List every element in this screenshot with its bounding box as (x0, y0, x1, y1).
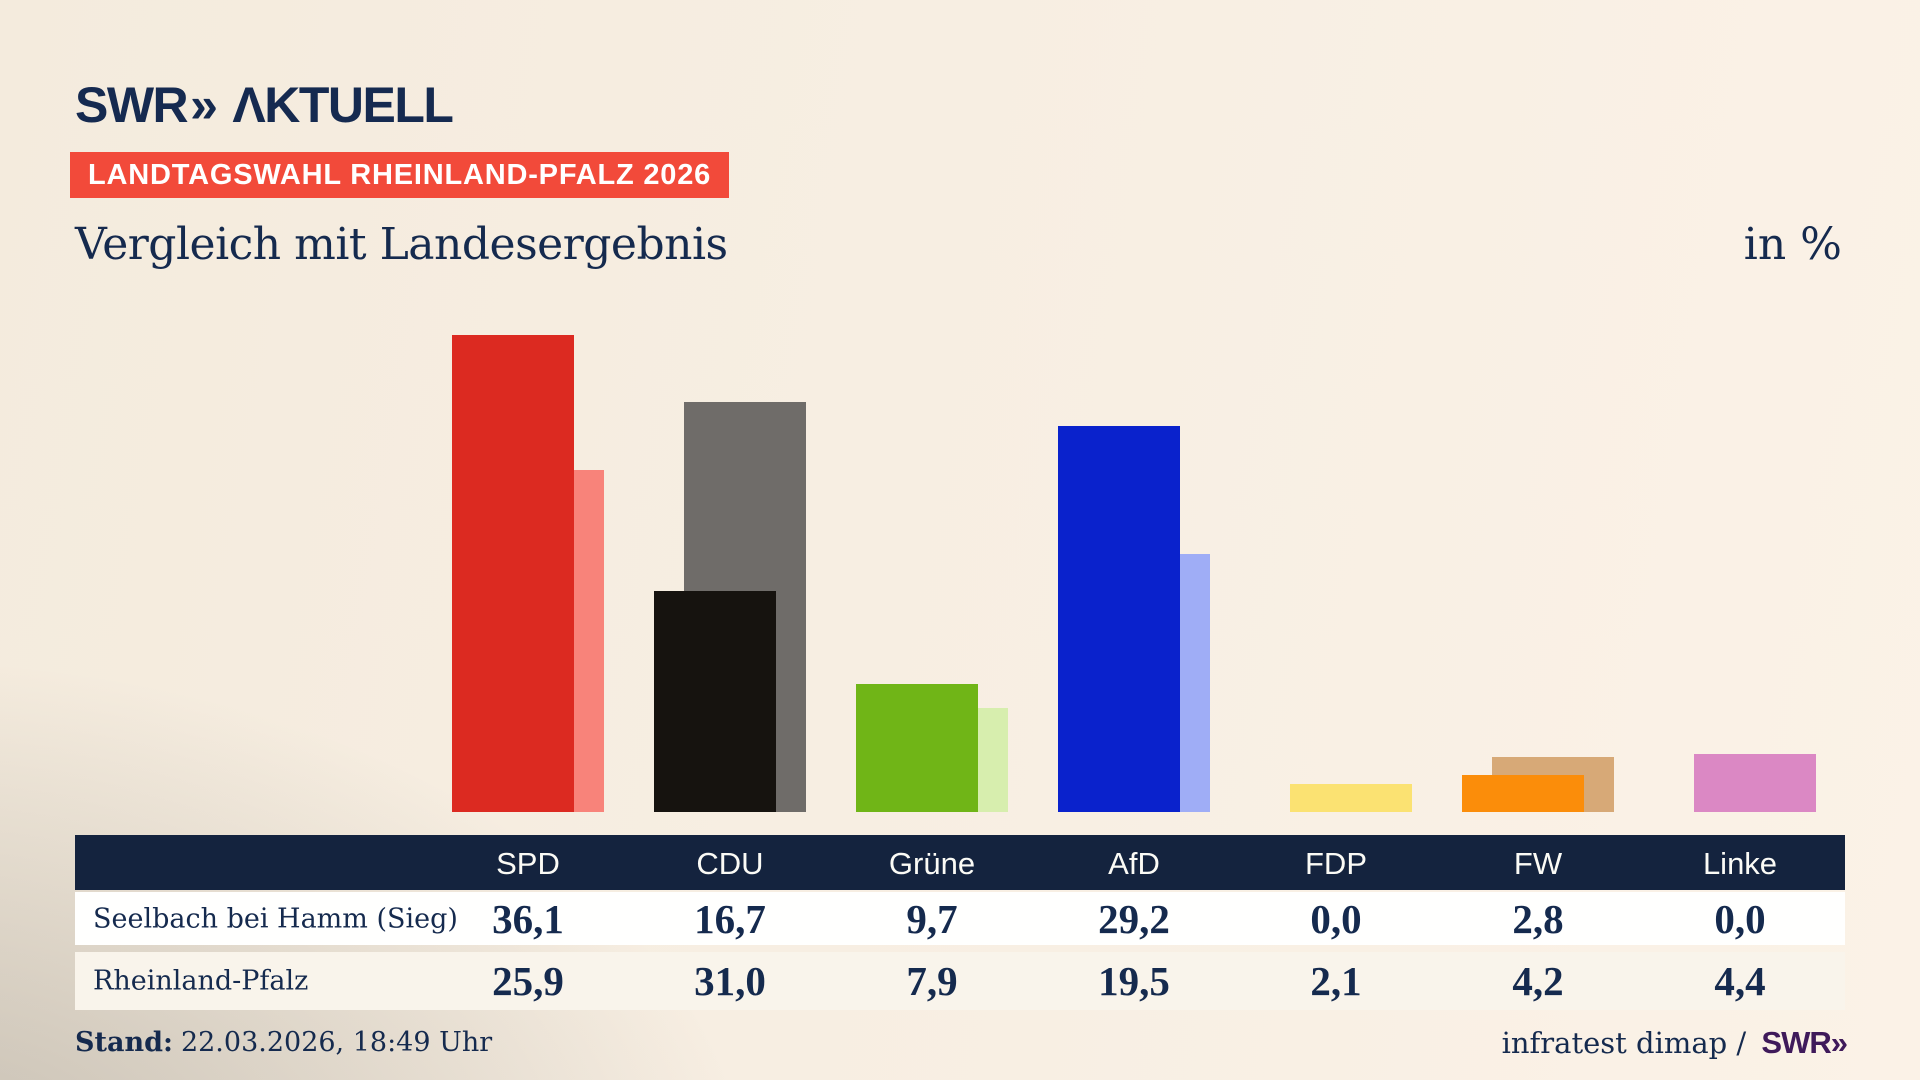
swr-footer-logo: SWR» (1761, 1025, 1848, 1060)
cell-rheinland-pfalz-fw: 4,2 (1512, 958, 1564, 1004)
election-banner: LANDTAGSWAHL RHEINLAND-PFALZ 2026 (70, 152, 730, 198)
cell-seelbach-bei-hamm-sieg-spd: 36,1 (492, 895, 564, 942)
row-label-seelbach-bei-hamm-sieg: Seelbach bei Hamm (Sieg) (93, 903, 458, 934)
row-label-rheinland-pfalz: Rheinland-Pfalz (93, 965, 309, 997)
table-row-rheinland-pfalz: Rheinland-Pfalz 25,9 31,0 7,9 19,5 2,1 4,2 4,4 (75, 952, 1845, 1010)
cell-rheinland-pfalz-spd: 25,9 (492, 958, 564, 1004)
cell-seelbach-bei-hamm-sieg-afd: 29,2 (1098, 895, 1170, 942)
table-row-seelbach: Seelbach bei Hamm (Sieg) 36,1 16,7 9,7 29,2 0… (75, 892, 1845, 945)
table-header: SPD CDU Grüne AfD FDP FW Linke (75, 835, 1845, 890)
aktuell-logo-text: ΛKTUELL (232, 77, 454, 133)
cell-rheinland-pfalz-cdu: 31,0 (694, 958, 766, 1004)
timestamp-label: Stand: (75, 1027, 173, 1058)
unit-label: in % (1743, 219, 1842, 270)
swr-footer-chevrons-icon: » (1830, 1025, 1848, 1060)
cell-seelbach-bei-hamm-sieg-gruene: 9,7 (906, 895, 958, 942)
party-header-fw: FW (1513, 846, 1563, 881)
cell-seelbach-bei-hamm-sieg-linke: 0,0 (1714, 895, 1766, 942)
source-attribution: infratest dimap / SWR» (1501, 1025, 1848, 1061)
cell-rheinland-pfalz-gruene: 7,9 (906, 958, 958, 1004)
bar-local-afd (1058, 426, 1180, 812)
source-text: infratest dimap / (1501, 1026, 1747, 1060)
party-header-cdu: CDU (696, 846, 764, 881)
bar-state-linke (1694, 754, 1816, 812)
page-title: Vergleich mit Landesergebnis (75, 219, 728, 270)
party-header-gruene: Grüne (888, 846, 976, 881)
cell-rheinland-pfalz-afd: 19,5 (1098, 958, 1170, 1004)
swr-aktuell-logo: SWR» ΛKTUELL (75, 76, 454, 134)
timestamp-value: 22.03.2026, 18:49 Uhr (180, 1027, 493, 1058)
bar-local-spd (452, 335, 574, 812)
cell-seelbach-bei-hamm-sieg-fw: 2,8 (1512, 895, 1564, 942)
swr-logo-text: SWR (75, 77, 189, 133)
party-header-linke: Linke (1702, 846, 1778, 881)
timestamp: Stand: 22.03.2026, 18:49 Uhr (75, 1027, 492, 1058)
cell-rheinland-pfalz-linke: 4,4 (1714, 958, 1766, 1004)
results-table: SPD CDU Grüne AfD FDP FW Linke Seelbach bei Ha… (75, 835, 1845, 1010)
cell-rheinland-pfalz-fdp: 2,1 (1310, 958, 1362, 1004)
bar-state-fdp (1290, 784, 1412, 812)
party-header-fdp: FDP (1305, 846, 1367, 881)
bar-chart (0, 335, 1920, 812)
swr-chevrons-icon: » (190, 77, 218, 133)
bar-local-cdu (654, 591, 776, 812)
party-header-spd: SPD (496, 846, 560, 881)
party-header-afd: AfD (1108, 846, 1160, 881)
swr-footer-logo-text: SWR (1761, 1025, 1831, 1060)
bar-local-gruene (856, 684, 978, 812)
cell-seelbach-bei-hamm-sieg-cdu: 16,7 (694, 895, 766, 942)
cell-seelbach-bei-hamm-sieg-fdp: 0,0 (1310, 895, 1362, 942)
bar-local-fw (1462, 775, 1584, 812)
